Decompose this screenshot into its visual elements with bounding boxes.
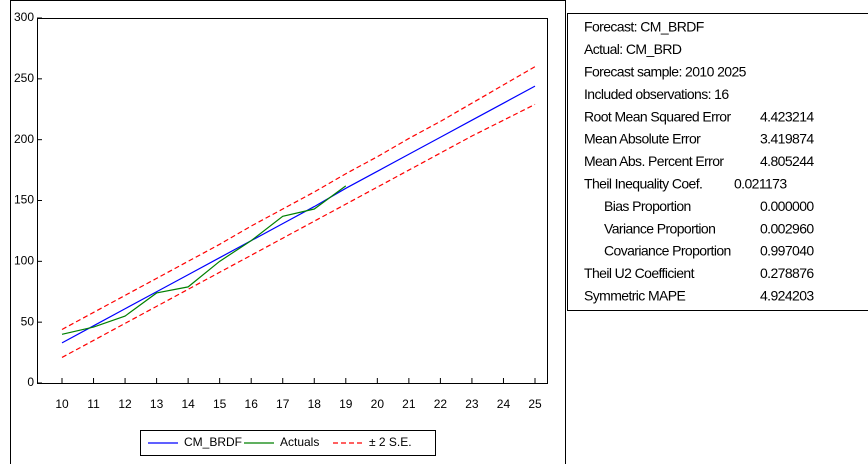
stat-value: 0.021173 — [734, 176, 787, 192]
x-tick-label: 15 — [213, 397, 227, 411]
stat-label: Forecast: CM_BRDF — [584, 19, 704, 35]
x-tick-label: 14 — [181, 397, 195, 411]
y-tick-label: 250 — [14, 71, 34, 85]
legend-label: Actuals — [280, 435, 319, 449]
x-tick-label: 18 — [308, 397, 322, 411]
stat-label: Symmetric MAPE — [584, 288, 686, 304]
stat-label: Forecast sample: 2010 2025 — [584, 64, 747, 80]
x-tick-label: 16 — [245, 397, 259, 411]
chart-frame — [11, 1, 566, 465]
y-tick-label: 50 — [21, 314, 35, 328]
stat-label: Included observations: 16 — [584, 86, 729, 102]
x-tick-label: 10 — [55, 397, 69, 411]
stat-label: Theil U2 Coefficient — [584, 265, 695, 281]
legend-label: CM_BRDF — [184, 435, 242, 449]
stat-label: Bias Proportion — [604, 198, 691, 214]
x-tick-label: 23 — [465, 397, 479, 411]
band-lower — [62, 104, 535, 357]
stat-label: Variance Proportion — [604, 220, 715, 236]
x-tick-label: 17 — [276, 397, 290, 411]
x-tick-label: 21 — [402, 397, 416, 411]
stat-value: 4.423214 — [760, 108, 814, 124]
stat-value: 0.000000 — [760, 198, 814, 214]
stat-label: Root Mean Squared Error — [584, 108, 731, 124]
stat-value: 0.278876 — [760, 265, 814, 281]
y-tick-label: 100 — [14, 254, 34, 268]
x-tick-label: 11 — [87, 397, 100, 411]
x-tick-label: 22 — [434, 397, 448, 411]
y-tick-label: 200 — [14, 132, 34, 146]
stat-value: 0.997040 — [760, 243, 814, 259]
legend-label: ± 2 S.E. — [369, 435, 412, 449]
y-tick-label: 150 — [14, 193, 34, 207]
stat-label: Theil Inequality Coef. — [584, 176, 702, 192]
series-line — [62, 86, 535, 343]
x-tick-label: 25 — [528, 397, 542, 411]
y-tick-label: 0 — [27, 375, 34, 389]
x-tick-label: 12 — [118, 397, 132, 411]
stat-value: 0.002960 — [760, 220, 814, 236]
stat-value: 4.805244 — [760, 153, 814, 169]
y-tick-label: 300 — [14, 10, 34, 24]
stat-value: 4.924203 — [760, 288, 814, 304]
stat-label: Actual: CM_BRD — [584, 41, 682, 57]
x-tick-label: 24 — [497, 397, 511, 411]
x-tick-label: 20 — [371, 397, 385, 411]
stat-value: 3.419874 — [760, 131, 814, 147]
stat-label: Mean Absolute Error — [584, 131, 701, 147]
stat-label: Mean Abs. Percent Error — [584, 153, 724, 169]
series-line — [62, 186, 346, 334]
x-tick-label: 19 — [339, 397, 353, 411]
stat-label: Covariance Proportion — [604, 243, 731, 259]
band-upper — [62, 67, 535, 330]
x-tick-label: 13 — [150, 397, 164, 411]
